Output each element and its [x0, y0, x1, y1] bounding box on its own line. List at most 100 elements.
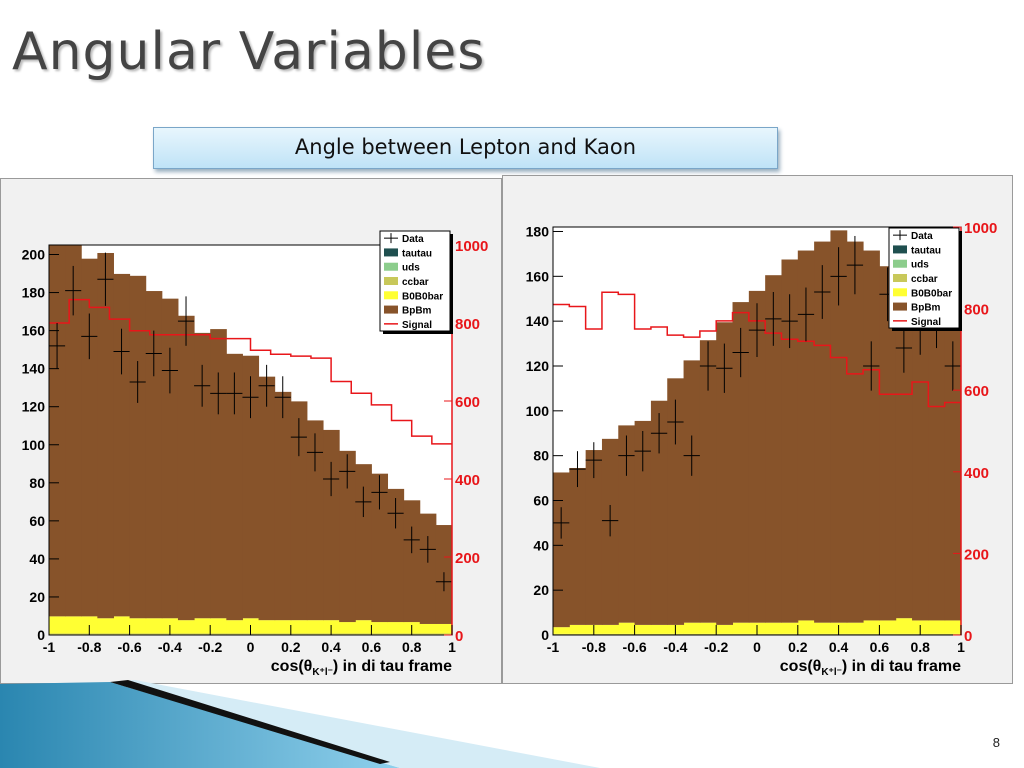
x-axis-label-main: cos(θ: [271, 658, 313, 675]
hist-bar-bpbm: [879, 266, 897, 621]
x-axis-label: cos(θK⁺l⁻) in di tau frame: [780, 658, 961, 678]
x-axis-label-tail: ) in di tau frame: [842, 658, 961, 675]
y-tick-label: 200: [22, 247, 46, 263]
hist-bar-ccbar: [355, 633, 372, 635]
hist-bar-b0b0bar: [49, 616, 66, 634]
hist-bar-bpbm: [258, 376, 276, 621]
signal-line: [553, 291, 961, 408]
hist-bar-ccbar: [895, 633, 913, 635]
y-tick-label: 80: [533, 448, 549, 464]
legend-swatch: [384, 305, 398, 314]
hist-bar-ccbar: [290, 633, 308, 635]
hist-bar-ccbar: [683, 633, 701, 635]
legend-label: Data: [402, 234, 424, 245]
y-tick-label: 80: [29, 475, 45, 491]
data-point: [290, 418, 307, 457]
data-point: [226, 372, 243, 415]
data-point: [683, 435, 700, 476]
x-axis-label: cos(θK⁺l⁻) in di tau frame: [271, 658, 452, 678]
hist-bar-b0b0bar: [650, 624, 668, 634]
data-point: [97, 252, 114, 306]
data-point: [618, 435, 635, 476]
hist-bar-b0b0bar: [944, 620, 962, 634]
hist-bar-b0b0bar: [435, 623, 453, 634]
x-tick-label: -0.6: [623, 639, 647, 655]
hist-bar-bpbm: [242, 355, 260, 619]
y2-tick-label: 1000: [964, 220, 997, 237]
legend-label: Signal: [911, 317, 941, 328]
data-point: [944, 341, 961, 391]
hist-bar-b0b0bar: [553, 627, 570, 634]
hist-bar-ccbar: [387, 633, 405, 635]
hist-bar-bpbm: [129, 275, 147, 619]
hist-bar-ccbar: [879, 633, 897, 635]
hist-bar-bpbm: [781, 259, 799, 623]
hist-bar-ccbar: [569, 633, 587, 635]
hist-bar-ccbar: [618, 633, 636, 635]
y2-tick-label: 800: [964, 302, 989, 319]
y-tick-label: 20: [29, 589, 45, 605]
hist-bar-bpbm: [895, 277, 913, 619]
hist-bar-ccbar: [601, 633, 619, 635]
x-axis-label-tail: ) in di tau frame: [333, 658, 452, 675]
hist-bar-b0b0bar: [113, 616, 131, 634]
data-point: [553, 507, 570, 539]
data-point: [765, 292, 782, 346]
y2-tick-label: 200: [964, 546, 989, 563]
hist-bar-bpbm: [814, 241, 831, 623]
hist-bar-b0b0bar: [846, 622, 864, 634]
y-tick-label: 100: [526, 403, 550, 419]
data-point: [716, 343, 733, 393]
y2-tick-label: 400: [455, 472, 480, 489]
hist-bar-b0b0bar: [306, 620, 324, 634]
data-point: [65, 265, 82, 316]
legend-label: BpBm: [402, 306, 432, 317]
hist-bar-ccbar: [814, 633, 831, 635]
hist-bar-b0b0bar: [419, 623, 437, 634]
hist-bar-ccbar: [846, 633, 864, 635]
hist-bar-bpbm: [290, 401, 308, 621]
legend-swatch: [384, 277, 398, 285]
data-point: [781, 294, 798, 349]
hist-bar-ccbar: [97, 633, 114, 635]
x-tick-label: 1: [448, 639, 456, 655]
hist-bar-ccbar: [863, 633, 880, 635]
hist-bar-b0b0bar: [765, 622, 782, 634]
hist-bar-bpbm: [113, 273, 131, 617]
data-point: [177, 296, 195, 346]
hist-bar-b0b0bar: [81, 616, 98, 634]
hist-bar-bpbm: [226, 353, 243, 621]
hist-bar-ccbar: [194, 633, 211, 635]
hist-bar-b0b0bar: [895, 618, 913, 634]
hist-bar-bpbm: [97, 252, 114, 619]
hist-bar-bpbm: [732, 302, 750, 623]
legend-swatch: [384, 248, 398, 257]
data-point: [403, 526, 420, 554]
hist-bar-b0b0bar: [145, 618, 163, 634]
hist-bar-b0b0bar: [274, 620, 292, 634]
hist-bar-b0b0bar: [387, 622, 405, 634]
legend-swatch: [893, 302, 907, 311]
hist-bar-b0b0bar: [634, 624, 652, 634]
hist-bar-b0b0bar: [732, 622, 750, 634]
hist-bar-bpbm: [667, 378, 685, 625]
y-tick-label: 60: [533, 492, 549, 508]
x-axis-label-subscript: K⁺l⁻: [312, 667, 333, 678]
data-point: [797, 287, 815, 342]
hist-bar-bpbm: [387, 488, 405, 623]
data-point: [419, 536, 436, 563]
data-point: [387, 498, 404, 529]
y-tick-label: 140: [22, 361, 46, 377]
legend-label: uds: [402, 263, 420, 274]
hist-bar-b0b0bar: [569, 624, 587, 634]
hist-bar-bpbm: [194, 332, 211, 619]
y-tick-label: 180: [526, 223, 550, 239]
hist-bar-bpbm: [716, 322, 734, 625]
y-tick-label: 60: [29, 513, 45, 529]
hist-bar-ccbar: [129, 633, 147, 635]
x-tick-label: -0.8: [77, 639, 101, 655]
x-tick-label: 0: [247, 639, 255, 655]
legend-label: B0B0bar: [402, 291, 443, 302]
data-point: [585, 442, 602, 479]
hist-bar-bpbm: [403, 500, 421, 623]
